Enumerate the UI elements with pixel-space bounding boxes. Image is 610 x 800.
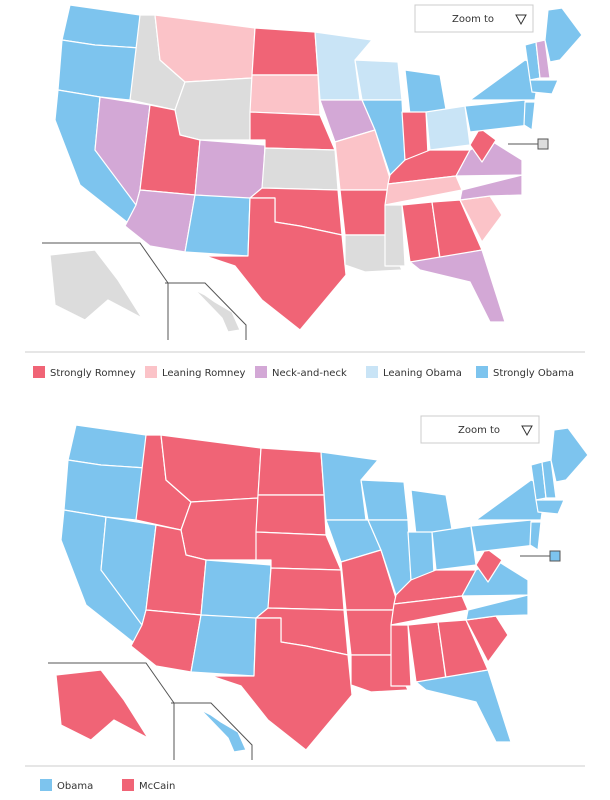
inset-border xyxy=(42,242,169,340)
us-map xyxy=(48,424,589,760)
state xyxy=(184,194,251,257)
state xyxy=(410,489,454,536)
state xyxy=(415,669,512,743)
state xyxy=(255,494,327,536)
state xyxy=(459,174,523,201)
state xyxy=(535,499,565,515)
state xyxy=(544,7,583,63)
dropdown-label: Zoom to xyxy=(458,425,500,436)
state xyxy=(404,69,448,116)
state xyxy=(251,27,319,76)
zoom-marker[interactable] xyxy=(537,138,549,150)
legend-label: Leaning Obama xyxy=(383,368,462,379)
legend-swatch xyxy=(122,779,134,791)
state xyxy=(345,609,395,656)
state xyxy=(465,594,529,621)
dropdown-arrow xyxy=(521,425,533,437)
legend-label: Leaning Romney xyxy=(162,368,246,379)
legend-swatch xyxy=(255,366,267,378)
state xyxy=(529,79,559,95)
dropdown-box[interactable] xyxy=(420,415,540,444)
legend-label: Obama xyxy=(57,781,93,792)
state xyxy=(354,59,403,101)
legend-swatch xyxy=(476,366,488,378)
legend-label: Neck-and-neck xyxy=(272,368,347,379)
legend-swatch xyxy=(33,366,45,378)
state xyxy=(475,547,503,583)
state xyxy=(210,617,353,751)
map-panel xyxy=(48,424,589,760)
legend-swatch xyxy=(366,366,378,378)
state xyxy=(320,451,379,521)
dropdown-arrow xyxy=(515,14,527,26)
dropdown-label: Zoom to xyxy=(452,14,494,25)
state xyxy=(541,459,557,499)
dropdown-box[interactable] xyxy=(414,4,534,33)
legend-label: McCain xyxy=(139,781,175,792)
state xyxy=(194,289,241,333)
map-panel xyxy=(42,4,583,340)
state xyxy=(535,39,551,79)
state xyxy=(431,525,477,571)
state xyxy=(249,74,321,116)
zoom-dropdown[interactable]: Zoom to xyxy=(420,415,540,444)
inset-border xyxy=(48,662,175,760)
state xyxy=(550,427,589,483)
state xyxy=(267,567,345,611)
state xyxy=(55,669,149,741)
inset-border xyxy=(165,282,247,340)
state xyxy=(523,101,536,131)
legend-swatch xyxy=(40,779,52,791)
state xyxy=(529,521,542,551)
us-map xyxy=(42,4,583,340)
legend-label: Strongly Obama xyxy=(493,368,574,379)
state xyxy=(200,709,247,753)
state xyxy=(409,249,506,323)
state xyxy=(63,459,147,521)
state xyxy=(257,447,325,496)
state xyxy=(470,519,537,553)
legend-label: Strongly Romney xyxy=(50,368,136,379)
state xyxy=(261,147,339,191)
state xyxy=(190,614,257,677)
state xyxy=(464,99,531,133)
state xyxy=(339,189,389,236)
inset-border xyxy=(171,702,253,760)
state xyxy=(469,127,497,163)
state xyxy=(204,197,347,331)
state xyxy=(49,249,143,321)
state xyxy=(390,624,412,687)
state xyxy=(360,479,409,521)
state xyxy=(425,105,471,151)
state xyxy=(384,204,406,267)
state xyxy=(180,497,259,561)
state xyxy=(200,559,272,621)
zoom-dropdown[interactable]: Zoom to xyxy=(414,4,534,33)
state xyxy=(57,39,141,101)
state xyxy=(174,77,253,141)
legend-swatch xyxy=(145,366,157,378)
zoom-marker[interactable] xyxy=(549,550,561,562)
state xyxy=(194,139,266,201)
state xyxy=(314,31,373,101)
